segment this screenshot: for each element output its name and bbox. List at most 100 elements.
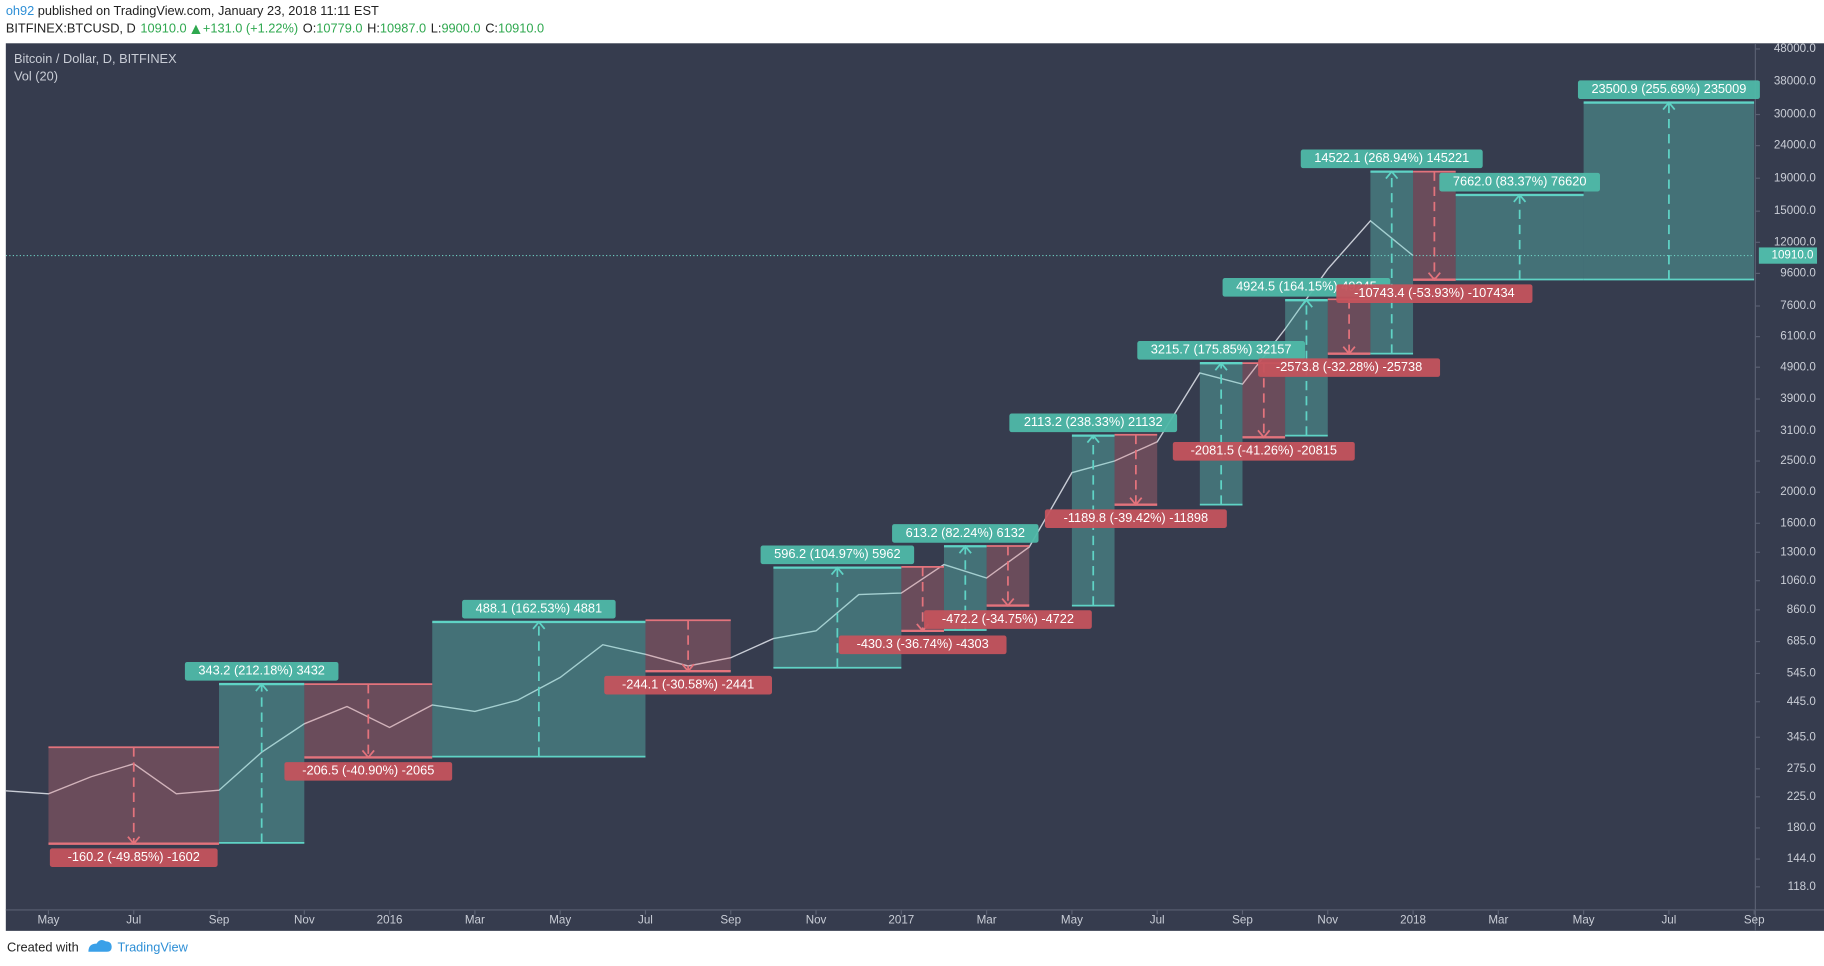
measure-label-bg xyxy=(1300,149,1483,169)
x-tick-label: Jul xyxy=(126,913,141,926)
gain-box xyxy=(1583,102,1755,280)
arrow-head xyxy=(1086,434,1100,444)
measure-label: 14522.1 (268.94%) 145221 xyxy=(1314,150,1469,165)
x-tick-label: Jul xyxy=(1150,913,1165,926)
x-tick-label: Mar xyxy=(977,913,997,926)
y-tick-label: 6100.0 xyxy=(1780,330,1816,343)
x-tick-label: Mar xyxy=(1488,913,1508,926)
x-tick-label: Nov xyxy=(1317,913,1338,926)
y-tick-label: 9600.0 xyxy=(1780,266,1816,279)
arrow-head xyxy=(1342,346,1356,356)
arrow-head xyxy=(1257,429,1271,439)
change: +131.0 (+1.22%) xyxy=(203,21,298,36)
measure-label-bg xyxy=(462,599,616,619)
x-tick-label: May xyxy=(1061,913,1083,926)
plot xyxy=(5,101,1755,846)
y-tick-label: 1600.0 xyxy=(1780,516,1816,529)
y-tick-label: 30000.0 xyxy=(1774,108,1817,121)
x-tick-label: May xyxy=(37,913,59,926)
arrow-head xyxy=(361,749,375,759)
y-tick-label: 12000.0 xyxy=(1774,235,1817,248)
x-tick-label: 2017 xyxy=(888,913,914,926)
measure-label: 488.1 (162.53%) 4881 xyxy=(476,601,603,616)
x-tick-label: Jul xyxy=(638,913,653,926)
y-tick-label: 225.0 xyxy=(1787,790,1817,803)
y-tick-label: 144.0 xyxy=(1787,852,1817,865)
arrow-head xyxy=(1299,298,1313,308)
measure-label-bg xyxy=(184,661,339,681)
measure-label-bg xyxy=(924,610,1092,629)
ohlc-value: 10987.0 xyxy=(380,21,426,36)
published: published on TradingView.com, January 23… xyxy=(38,3,379,18)
y-tick-label: 685.0 xyxy=(1787,635,1817,648)
measure-label: -1189.8 (-39.42%) -11898 xyxy=(1064,510,1208,525)
y-tick-label: 3100.0 xyxy=(1780,424,1816,437)
measure-label-bg xyxy=(1172,441,1355,461)
y-tick-label: 545.0 xyxy=(1787,667,1817,680)
arrow-head xyxy=(1513,193,1527,203)
y-tick-label: 3900.0 xyxy=(1780,392,1816,405)
measure-label: -206.5 (-40.90%) -2065 xyxy=(302,763,434,778)
measure-label: 3215.7 (175.85%) 32157 xyxy=(1151,342,1292,357)
measure-label: 343.2 (212.18%) 3432 xyxy=(198,663,325,678)
y-tick-label: 15000.0 xyxy=(1774,204,1817,217)
last-price-label: 10910.0 xyxy=(1771,249,1814,262)
x-tick-label: Sep xyxy=(209,913,230,926)
measure-label-bg xyxy=(760,545,915,565)
y-tick-label: 860.0 xyxy=(1787,603,1817,616)
last-price-tag xyxy=(1758,247,1818,264)
footer-brand[interactable]: TradingView xyxy=(117,940,188,955)
measure-label-bg xyxy=(49,848,218,867)
y-tick-label: 48000.0 xyxy=(1774,42,1817,55)
measure-label: -430.3 (-36.74%) -4303 xyxy=(857,636,989,651)
measure-label: 613.2 (82.24%) 6132 xyxy=(906,525,1025,540)
x-tick-label: May xyxy=(1573,913,1595,926)
measure-label-bg xyxy=(1009,413,1178,433)
price-line xyxy=(5,219,1414,795)
author[interactable]: oh92 xyxy=(6,3,34,18)
ohlc-value: 10910.0 xyxy=(498,21,544,36)
y-tick-label: 2000.0 xyxy=(1780,485,1816,498)
y-tick-label: 2500.0 xyxy=(1780,454,1816,467)
x-tick-label: Nov xyxy=(294,913,315,926)
x-tick-label: Mar xyxy=(465,913,485,926)
ohlc-label: H: xyxy=(367,21,380,36)
ohlc: O:10779.0 H:10987.0 L:9900.0 C:10910.0 xyxy=(303,21,544,36)
tradingview-logo[interactable] xyxy=(88,940,112,952)
y-tick-label: 1060.0 xyxy=(1780,574,1816,587)
measure-label: -2573.8 (-32.28%) -25738 xyxy=(1276,359,1422,374)
arrow-head xyxy=(1214,361,1228,371)
y-tick-label: 4900.0 xyxy=(1780,360,1816,373)
measure-label: -244.1 (-30.58%) -2441 xyxy=(622,677,754,692)
header-line-2: BITFINEX:BTCUSD, D 10910.0 +131.0 (+1.22%)… xyxy=(6,21,544,36)
measure-label-bg xyxy=(1336,284,1533,303)
arrow-head xyxy=(958,544,972,554)
x-tick-label: May xyxy=(549,913,571,926)
arrow-head xyxy=(1129,497,1143,507)
symbol: BITFINEX:BTCUSD, D xyxy=(6,21,136,36)
y-tick-label: 275.0 xyxy=(1787,762,1817,775)
arrow-head xyxy=(681,663,695,673)
ohlc-label: O: xyxy=(303,21,317,36)
arrow-head xyxy=(532,620,546,630)
arrow-head xyxy=(255,682,269,692)
ohlc-label: L: xyxy=(431,21,442,36)
measure-label-bg xyxy=(1137,341,1306,360)
arrow-head xyxy=(127,836,141,846)
measure-label: -160.2 (-49.85%) -1602 xyxy=(68,849,200,864)
y-tick-label: 24000.0 xyxy=(1774,139,1817,152)
header-line-1: oh92 published on TradingView.com, Januar… xyxy=(6,3,379,18)
x-tick-label: Jul xyxy=(1661,913,1676,926)
ohlc-value: 10779.0 xyxy=(316,21,362,36)
measure-label: -2081.5 (-41.26%) -20815 xyxy=(1191,443,1337,458)
measure-label: 596.2 (104.97%) 5962 xyxy=(774,546,901,561)
measure-label: 2113.2 (238.33%) 21132 xyxy=(1024,414,1163,429)
measure-label: -10743.4 (-53.93%) -107434 xyxy=(1354,285,1515,300)
measure-label-bg xyxy=(604,675,772,695)
chart-title: Bitcoin / Dollar, D, BITFINEX xyxy=(14,51,177,66)
gain-box xyxy=(1455,194,1584,280)
y-tick-label: 345.0 xyxy=(1787,730,1817,743)
measure-label-bg xyxy=(1439,172,1600,192)
